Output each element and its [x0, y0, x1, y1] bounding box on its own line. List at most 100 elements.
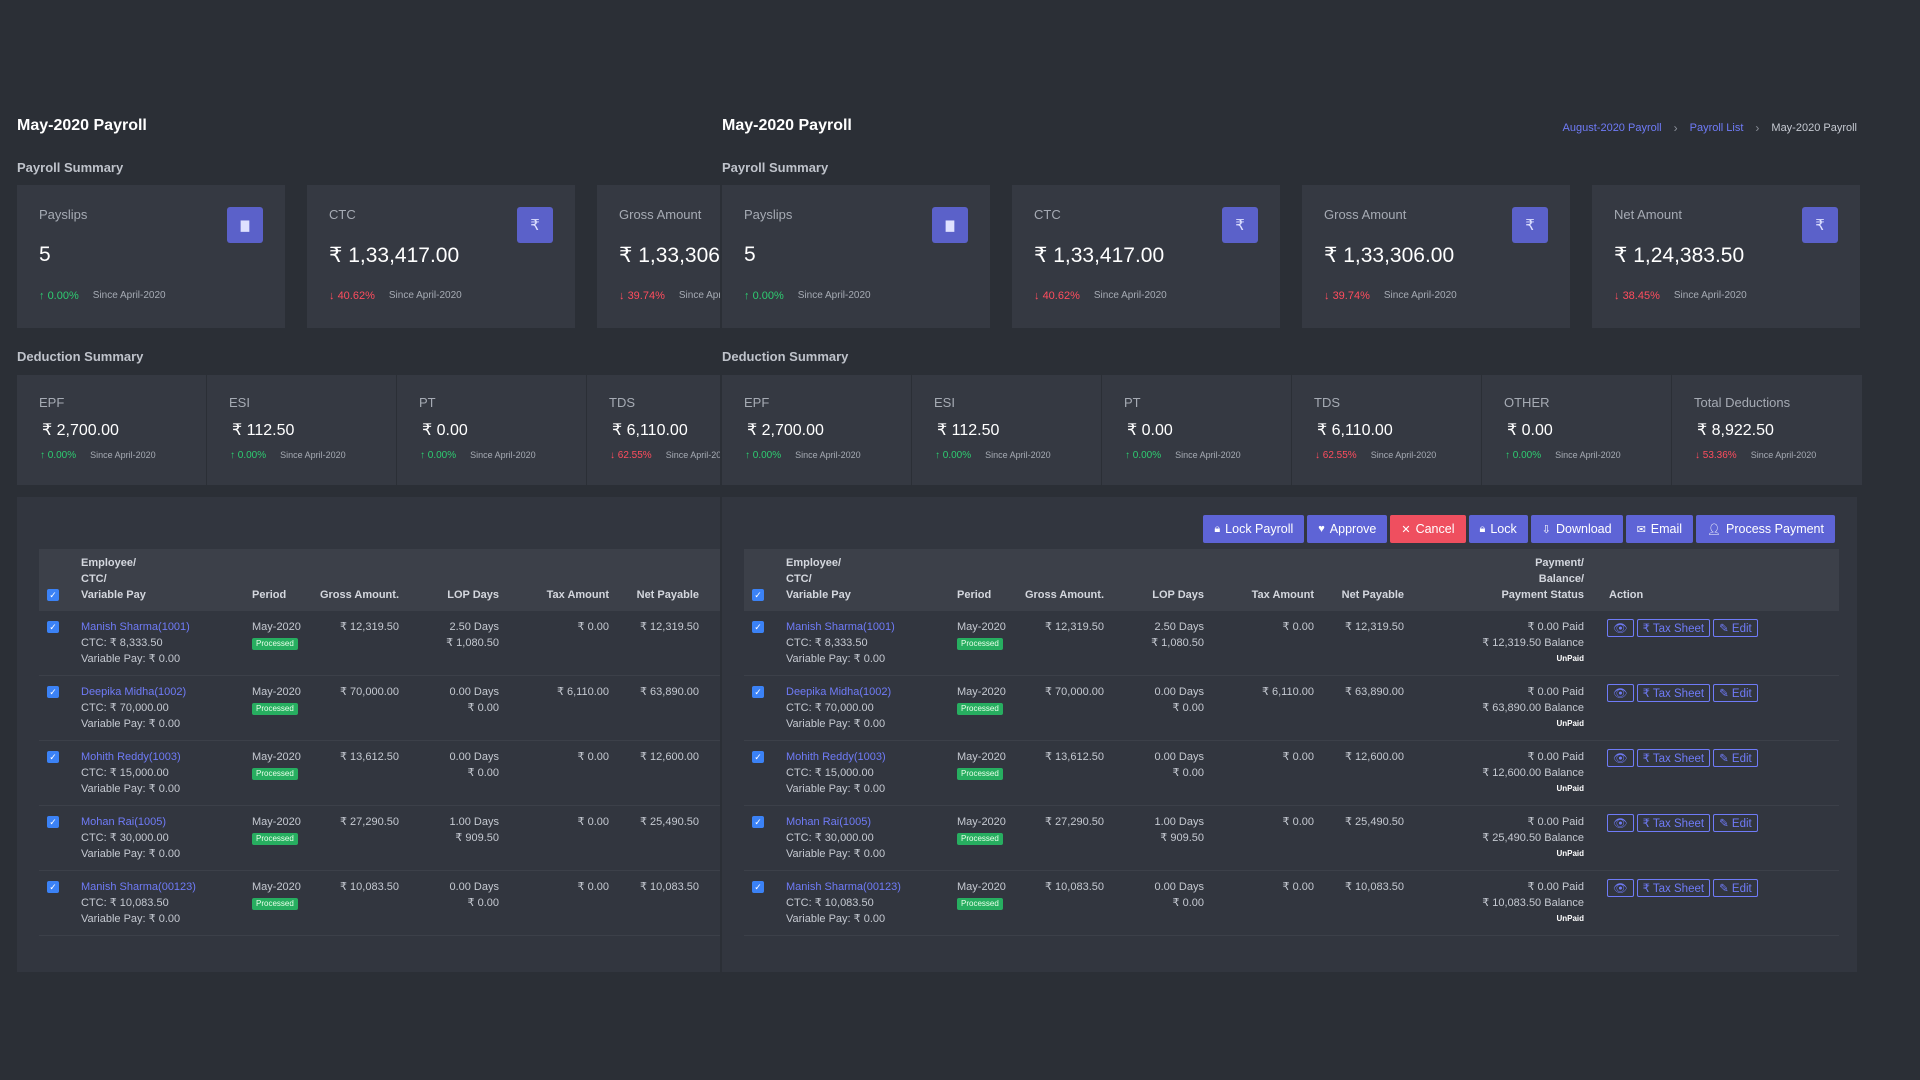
row-checkbox[interactable]: ✓ [752, 751, 764, 763]
tax-cell: ₹ 6,110.00 [556, 686, 609, 698]
employee-cell: Manish Sharma(1001) CTC: ₹ 8,333.50 Variab… [786, 619, 895, 667]
summary-card-ctc: CTC ₹ 1,33,417.00 ₹ ↓ 40.62% Since April-202… [1012, 185, 1280, 328]
deduction-label: EPF [39, 395, 65, 410]
deduction-summary: EPF ₹ 2,700.00 ↑ 0.00% Since April-2020 ESI ₹… [722, 375, 1862, 485]
lop-days: 0.00 Days [449, 751, 499, 763]
table-row: ✓ Deepika Midha(1002) CTC: ₹ 70,000.00 Vari… [744, 676, 1839, 741]
view-eye-icon[interactable]: 👁︎ [1607, 619, 1634, 637]
row-checkbox[interactable]: ✓ [752, 621, 764, 633]
gross-cell: ₹ 13,612.50 [1045, 751, 1104, 763]
trend-arrow: ↓ [329, 290, 338, 302]
row-checkbox[interactable]: ✓ [47, 686, 59, 698]
deduction-value: ₹ 8,922.50 [1697, 422, 1774, 439]
header-payment: Payment/Balance/Payment Status [1444, 555, 1584, 603]
trend-since: Since April-2020 [1370, 450, 1437, 460]
file-icon: ▇ [932, 207, 968, 243]
employee-link[interactable]: Mohith Reddy(1003) [81, 751, 181, 763]
employee-link[interactable]: Manish Sharma(00123) [81, 881, 196, 893]
card-value: ₹ 1,33,417.00 [329, 244, 460, 267]
lop-cell: 2.50 Days ₹ 1,080.50 [409, 619, 499, 651]
button-label: Email [1650, 522, 1683, 536]
edit-button[interactable]: ✎ Edit [1713, 749, 1758, 767]
deduction-label: PT [419, 395, 436, 410]
heart-icon: ♥ [1318, 523, 1325, 535]
summary-card-payslips: Payslips 5 ▇ ↑ 0.00% Since April-2020 [722, 185, 990, 328]
balance-amount: ₹ 10,083.50 Balance [1482, 897, 1584, 909]
trend-since: Since April-2020 [1750, 450, 1817, 460]
deduction-trend: ↓ 62.55% Since April-2020 [1315, 450, 1436, 461]
employee-ctc: CTC: ₹ 30,000.00 [81, 832, 169, 844]
edit-button[interactable]: ✎ Edit [1713, 879, 1758, 897]
employee-link[interactable]: Deepika Midha(1002) [786, 686, 892, 698]
tax-sheet-button[interactable]: ₹ Tax Sheet [1636, 749, 1711, 767]
deduction-other: OTHER ₹ 0.00 ↑ 0.00% Since April-2020 [1482, 375, 1672, 485]
employee-ctc: CTC: ₹ 15,000.00 [81, 767, 169, 779]
row-checkbox[interactable]: ✓ [752, 686, 764, 698]
trend-arrow: ↓ [610, 450, 618, 461]
row-checkbox[interactable]: ✓ [752, 816, 764, 828]
employee-link[interactable]: Mohan Rai(1005) [81, 816, 166, 828]
approve-button[interactable]: ♥ Approve [1307, 515, 1388, 543]
balance-amount: ₹ 25,490.50 Balance [1482, 832, 1584, 844]
trend-since: Since April-2020 [985, 450, 1051, 460]
close-icon: ✕ [1401, 523, 1411, 536]
employee-link[interactable]: Manish Sharma(00123) [786, 881, 901, 893]
tax-sheet-button[interactable]: ₹ Tax Sheet [1636, 814, 1711, 832]
lock-button[interactable]: 🔒︎ Lock [1468, 515, 1528, 543]
period-cell: May-2020 Processed [957, 814, 1006, 846]
page-title: May-2020 Payroll [17, 117, 147, 134]
lop-amount: ₹ 0.00 [467, 702, 499, 714]
employee-cell: Manish Sharma(00123) CTC: ₹ 10,083.50 Vari… [81, 879, 196, 927]
payment-cell: ₹ 0.00 Paid ₹ 63,890.00 Balance UnPaid [1444, 684, 1584, 732]
lock-payroll-button[interactable]: 🔒︎ Lock Payroll [1203, 515, 1305, 543]
row-checkbox[interactable]: ✓ [47, 621, 59, 633]
cancel-button[interactable]: ✕ Cancel [1390, 515, 1466, 543]
select-all-checkbox[interactable]: ✓ [47, 589, 59, 601]
header-net: Net Payable [636, 589, 699, 601]
breadcrumb-link[interactable]: Payroll List [1689, 122, 1744, 134]
employee-link[interactable]: Deepika Midha(1002) [81, 686, 187, 698]
net-cell: ₹ 25,490.50 [640, 816, 699, 828]
row-checkbox[interactable]: ✓ [47, 751, 59, 763]
process-payment-button[interactable]: 👤︎ Process Payment [1696, 515, 1835, 543]
edit-button[interactable]: ✎ Edit [1713, 684, 1758, 702]
deduction-epf: EPF ₹ 2,700.00 ↑ 0.00% Since April-2020 [722, 375, 912, 485]
select-all-checkbox[interactable]: ✓ [752, 589, 764, 601]
summary-card-payslips: Payslips 5 ▇ ↑ 0.00% Since April-2020 [17, 185, 285, 328]
download-button[interactable]: ⇩ Download [1530, 515, 1623, 543]
card-value: 5 [744, 243, 756, 266]
tax-sheet-button[interactable]: ₹ Tax Sheet [1636, 684, 1711, 702]
employee-variable-pay: Variable Pay: ₹ 0.00 [786, 783, 886, 795]
trend-arrow: ↓ [1695, 450, 1703, 461]
tax-sheet-button[interactable]: ₹ Tax Sheet [1636, 879, 1711, 897]
employee-link[interactable]: Manish Sharma(1001) [786, 621, 895, 633]
employee-link[interactable]: Mohan Rai(1005) [786, 816, 871, 828]
employee-cell: Manish Sharma(00123) CTC: ₹ 10,083.50 Vari… [786, 879, 901, 927]
row-checkbox[interactable]: ✓ [47, 816, 59, 828]
row-actions: 👁︎ ₹ Tax Sheet ✎ Edit [1607, 814, 1758, 832]
employee-variable-pay: Variable Pay: ₹ 0.00 [81, 783, 181, 795]
email-button[interactable]: ✉ Email [1625, 515, 1694, 543]
breadcrumb-link[interactable]: August-2020 Payroll [1562, 122, 1662, 134]
employee-link[interactable]: Manish Sharma(1001) [81, 621, 190, 633]
row-checkbox[interactable]: ✓ [752, 881, 764, 893]
trend-percent: 38.45% [1622, 290, 1660, 302]
employee-link[interactable]: Mohith Reddy(1003) [786, 751, 886, 763]
view-eye-icon[interactable]: 👁︎ [1607, 879, 1634, 897]
edit-button[interactable]: ✎ Edit [1713, 814, 1758, 832]
header-tax: Tax Amount [1251, 589, 1314, 601]
row-checkbox[interactable]: ✓ [47, 881, 59, 893]
arrow-down-icon: ↓ 40.62% [329, 290, 375, 302]
edit-button[interactable]: ✎ Edit [1713, 619, 1758, 637]
rupee-icon: ₹ [1222, 207, 1258, 243]
view-eye-icon[interactable]: 👁︎ [1607, 749, 1634, 767]
employee-cell: Deepika Midha(1002) CTC: ₹ 70,000.00 Varia… [786, 684, 891, 732]
deduction-tds: TDS ₹ 6,110.00 ↓ 62.55% Since April-2020 [587, 375, 720, 485]
view-eye-icon[interactable]: 👁︎ [1607, 684, 1634, 702]
view-eye-icon[interactable]: 👁︎ [1607, 814, 1634, 832]
card-value: ₹ 1,24,383.50 [1614, 244, 1745, 267]
gross-cell: ₹ 10,083.50 [340, 881, 399, 893]
tax-sheet-button[interactable]: ₹ Tax Sheet [1636, 619, 1711, 637]
row-actions: 👁︎ ₹ Tax Sheet ✎ Edit [1607, 879, 1758, 897]
card-label: Payslips [39, 207, 88, 222]
